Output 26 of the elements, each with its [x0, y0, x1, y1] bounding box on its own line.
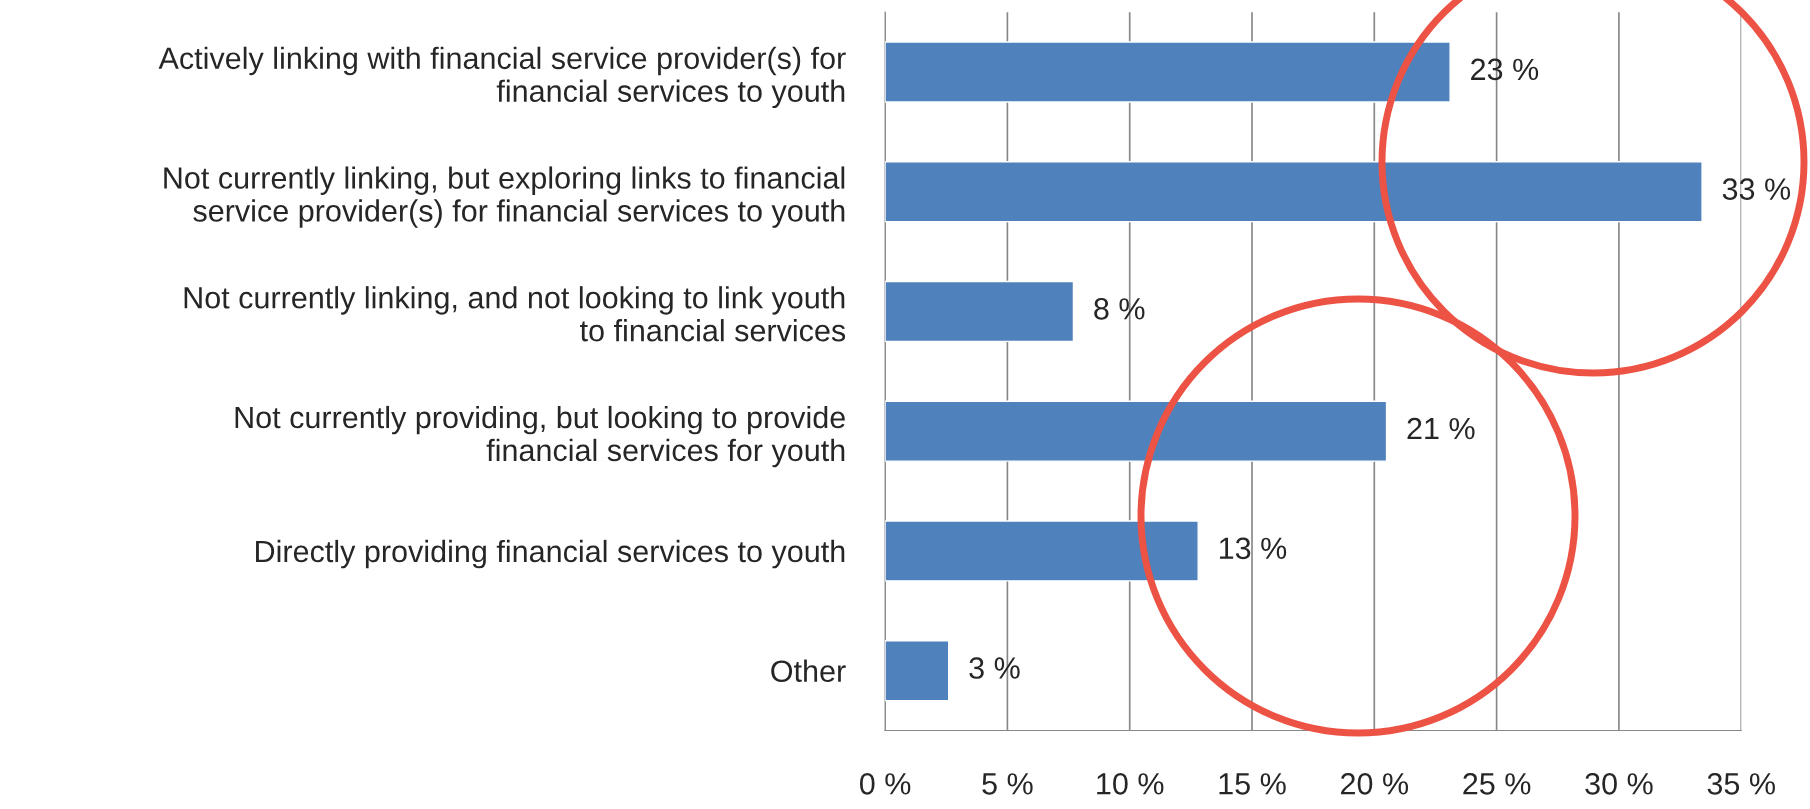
y-tick-label: Not currently providing, but looking to provide financial services for youth — [235, 405, 845, 468]
data-label: 21 % — [1407, 417, 1475, 440]
x-tick-label: 20 % — [1341, 773, 1409, 795]
bar — [885, 280, 1075, 343]
y-tick-label: Not currently linking, but exploring links to financial service provider(s) for financial services to youth — [164, 166, 845, 228]
y-tick-label: Not currently linking, and not looking to link youth to financial services — [184, 286, 846, 342]
x-tick-label: 30 % — [1585, 773, 1653, 795]
data-label: 23 % — [1471, 58, 1539, 81]
data-label: 33 % — [1722, 178, 1791, 200]
x-tick-label: 15 % — [1219, 773, 1286, 795]
bar — [885, 41, 1451, 103]
y-tick-label: Directly providing financial services to youth — [256, 539, 845, 569]
data-label: 13 % — [1219, 537, 1287, 560]
y-tick-label: Other — [771, 659, 846, 683]
data-label: 3 % — [969, 657, 1020, 679]
x-tick-label: 5 % — [982, 773, 1033, 795]
x-tick-label: 10 % — [1097, 773, 1164, 795]
x-tick-label: 25 % — [1463, 773, 1531, 795]
bar — [885, 520, 1199, 582]
data-label: 8 % — [1094, 298, 1145, 320]
bar — [885, 640, 950, 702]
x-tick-label: 0 % — [859, 773, 911, 795]
y-tick-label: Actively linking with financial service provider(s) for financial services to youth — [158, 46, 846, 109]
bar — [885, 161, 1703, 223]
x-tick-label: 35 % — [1707, 773, 1775, 795]
bar — [885, 400, 1388, 462]
